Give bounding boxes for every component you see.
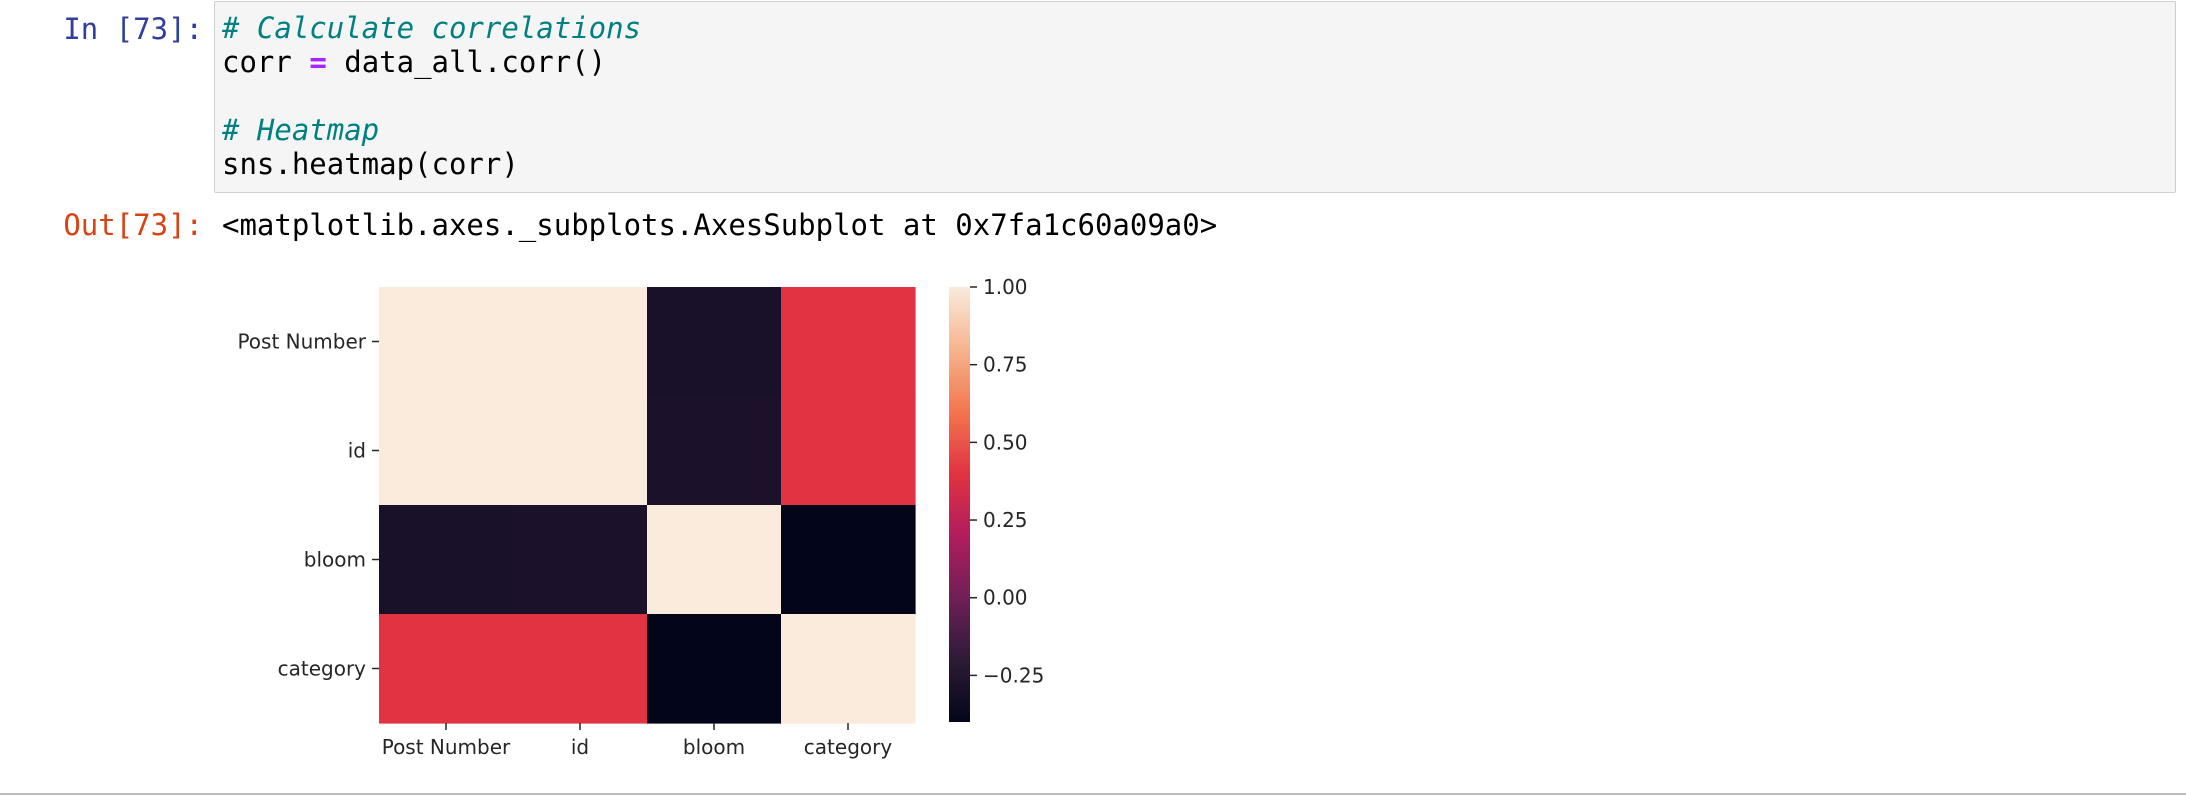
heatmap-cell — [379, 287, 514, 397]
cell-divider — [0, 793, 2186, 795]
heatmap-cell — [781, 287, 916, 397]
output-repr-text: <matplotlib.axes._subplots.AxesSubplot a… — [222, 208, 1218, 242]
code-cell-input[interactable]: # Calculate correlations corr = data_all.… — [214, 1, 2176, 193]
colorbar-tick-label: 0.00 — [983, 586, 1028, 610]
colorbar-tick-label: 0.25 — [983, 508, 1028, 532]
colorbar-tick-label: 1.00 — [983, 275, 1028, 299]
heatmap-cell — [781, 505, 916, 615]
colorbar-tick-label: 0.75 — [983, 353, 1028, 377]
code-text: sns.heatmap(corr) — [222, 147, 519, 181]
x-tick-label: Post Number — [382, 735, 511, 759]
x-tick-label: id — [571, 735, 589, 759]
code-operator: = — [309, 45, 327, 79]
colorbar — [949, 287, 970, 722]
code-line: sns.heatmap(corr) — [222, 147, 519, 181]
heatmap-cell — [781, 614, 916, 724]
x-tick-label: category — [804, 735, 893, 759]
output-prompt: Out[73]: — [63, 208, 203, 242]
code-line: # Heatmap — [222, 113, 379, 147]
code-text: data_all.corr() — [326, 45, 607, 79]
code-line: # Calculate correlations — [222, 11, 641, 45]
heatmap-cell — [379, 396, 514, 506]
colorbar-tick-label: 0.50 — [983, 430, 1028, 454]
heatmap-cell — [647, 614, 782, 724]
y-tick-label: id — [348, 439, 366, 463]
heatmap-cell — [647, 396, 782, 506]
heatmap-cell — [513, 287, 648, 397]
heatmap-cell — [379, 505, 514, 615]
y-tick-label: category — [278, 657, 367, 681]
code-comment: # Heatmap — [222, 113, 380, 147]
heatmap-cell — [647, 505, 782, 615]
heatmap-cell — [513, 505, 648, 615]
colorbar-tick-label: −0.25 — [983, 663, 1044, 687]
heatmap-cell — [781, 396, 916, 506]
heatmap-cell — [379, 614, 514, 724]
x-tick-label: bloom — [683, 735, 745, 759]
heatmap-cell — [513, 614, 648, 724]
y-tick-label: Post Number — [237, 330, 366, 354]
input-prompt: In [73]: — [63, 12, 203, 46]
heatmap-cell — [513, 396, 648, 506]
code-comment: # Calculate correlations — [222, 11, 642, 45]
y-tick-label: bloom — [304, 548, 366, 572]
code-line: corr = data_all.corr() — [222, 45, 606, 79]
heatmap-cell — [647, 287, 782, 397]
code-text: corr — [222, 45, 310, 79]
